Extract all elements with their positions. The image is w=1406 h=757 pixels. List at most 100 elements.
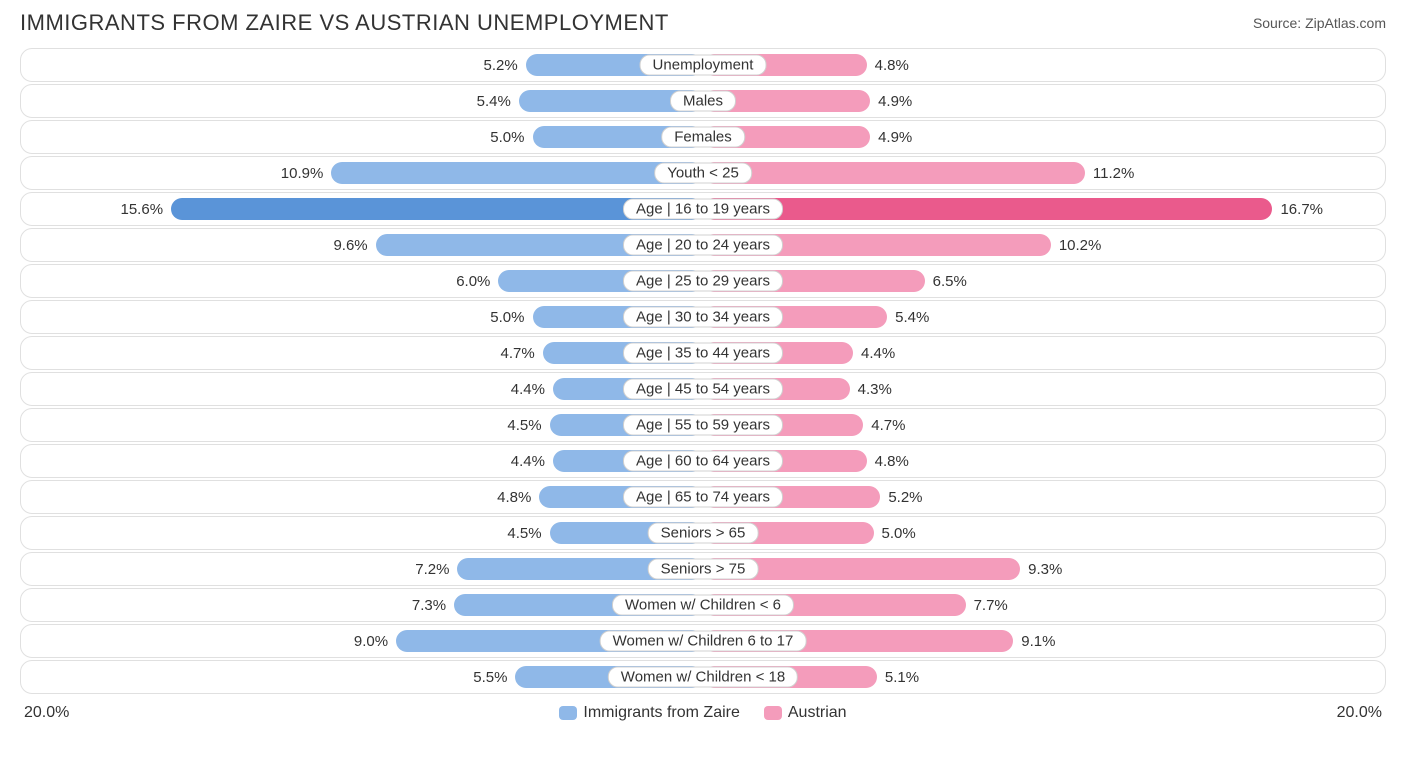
category-label: Women w/ Children 6 to 17 [600,631,807,652]
bar-right [703,198,1272,220]
bar-half-left: 7.3% [21,589,703,621]
value-right: 5.1% [877,669,927,686]
chart-row: 4.7% 4.4% Age | 35 to 44 years [20,336,1386,370]
diverging-bar-chart: 5.2%4.8%Unemployment5.4%4.9%Males5.0%4.9… [20,48,1386,694]
bar-half-left: 15.6% [21,193,703,225]
bar-half-right: 4.8% [703,49,1385,81]
bar-half-right: 4.9% [703,121,1385,153]
value-left: 4.4% [503,381,553,398]
value-left: 15.6% [113,201,172,218]
value-left: 4.5% [499,525,549,542]
value-left: 4.5% [499,417,549,434]
chart-row: 5.4% 4.9% Males [20,84,1386,118]
category-label: Seniors > 65 [648,523,759,544]
value-left: 9.0% [346,633,396,650]
category-label: Males [670,91,736,112]
category-label: Age | 30 to 34 years [623,307,783,328]
bar-half-right: 11.2% [703,157,1385,189]
chart-row: 9.6%10.2%Age | 20 to 24 years [20,228,1386,262]
chart-title: IMMIGRANTS FROM ZAIRE VS AUSTRIAN UNEMPL… [20,10,669,36]
bar-half-right: 4.4% [703,337,1385,369]
value-right: 4.3% [850,381,900,398]
bar-half-left: 5.0% [21,121,703,153]
bar-half-left: 4.4% [21,373,703,405]
value-left: 4.4% [503,453,553,470]
category-label: Age | 35 to 44 years [623,343,783,364]
bar-half-left: 4.5% [21,409,703,441]
legend: Immigrants from Zaire Austrian [559,704,846,722]
category-label: Age | 60 to 64 years [623,451,783,472]
value-left: 4.8% [489,489,539,506]
category-label: Age | 45 to 54 years [623,379,783,400]
bar-half-right: 5.0% [703,517,1385,549]
value-right: 5.4% [887,309,937,326]
bar-half-right: 5.1% [703,661,1385,693]
value-left: 5.0% [482,309,532,326]
value-right: 9.3% [1020,561,1070,578]
chart-row: 5.2%4.8%Unemployment [20,48,1386,82]
value-right: 6.5% [925,273,975,290]
bar-half-right: 4.9% [703,85,1385,117]
value-right: 4.9% [870,129,920,146]
bar-half-right: 10.2% [703,229,1385,261]
value-left: 6.0% [448,273,498,290]
category-label: Youth < 25 [654,163,752,184]
value-left: 5.5% [465,669,515,686]
chart-row: 6.0% 6.5% Age | 25 to 29 years [20,264,1386,298]
value-left: 5.4% [469,93,519,110]
bar-half-left: 5.4% [21,85,703,117]
chart-row: 15.6% 16.7% Age | 16 to 19 years [20,192,1386,226]
category-label: Age | 55 to 59 years [623,415,783,436]
bar-half-left: 7.2% [21,553,703,585]
bar-half-left: 4.7% [21,337,703,369]
value-right: 11.2% [1085,165,1142,182]
value-right: 4.9% [870,93,920,110]
bar-half-right: 4.8% [703,445,1385,477]
category-label: Seniors > 75 [648,559,759,580]
bar-half-right: 7.7% [703,589,1385,621]
value-right: 4.7% [863,417,913,434]
axis-right-max: 20.0% [1337,704,1382,722]
chart-container: IMMIGRANTS FROM ZAIRE VS AUSTRIAN UNEMPL… [0,0,1406,757]
category-label: Women w/ Children < 6 [612,595,794,616]
category-label: Females [661,127,745,148]
value-left: 10.9% [273,165,332,182]
value-right: 16.7% [1272,201,1331,218]
bar-half-left: 5.5% [21,661,703,693]
value-left: 7.3% [404,597,454,614]
chart-row: 4.4% 4.3% Age | 45 to 54 years [20,372,1386,406]
chart-row: 9.0% 9.1% Women w/ Children 6 to 17 [20,624,1386,658]
legend-label-right: Austrian [788,704,847,722]
value-right: 5.0% [874,525,924,542]
bar-half-right: 4.3% [703,373,1385,405]
value-left: 4.7% [493,345,543,362]
value-right: 4.8% [867,453,917,470]
bar-half-left: 9.6% [21,229,703,261]
bar-half-left: 5.2% [21,49,703,81]
chart-row: 4.4% 4.8% Age | 60 to 64 years [20,444,1386,478]
chart-row: 4.5% 4.7% Age | 55 to 59 years [20,408,1386,442]
legend-swatch-right [764,706,782,720]
chart-row: 10.9% 11.2% Youth < 25 [20,156,1386,190]
chart-row: 5.0% 5.4% Age | 30 to 34 years [20,300,1386,334]
bar-half-right: 5.2% [703,481,1385,513]
legend-item-left: Immigrants from Zaire [559,704,739,722]
value-right: 4.8% [867,57,917,74]
value-right: 9.1% [1013,633,1063,650]
source-attribution: Source: ZipAtlas.com [1253,15,1386,31]
bar-half-left: 4.8% [21,481,703,513]
bar-half-left: 6.0% [21,265,703,297]
category-label: Age | 65 to 74 years [623,487,783,508]
category-label: Age | 16 to 19 years [623,199,783,220]
bar-right [703,162,1085,184]
chart-footer: 20.0% Immigrants from Zaire Austrian 20.… [20,704,1386,722]
chart-row: 4.8% 5.2%Age | 65 to 74 years [20,480,1386,514]
value-left: 5.2% [475,57,525,74]
category-label: Age | 25 to 29 years [623,271,783,292]
bar-half-right: 5.4% [703,301,1385,333]
legend-item-right: Austrian [764,704,847,722]
value-right: 10.2% [1051,237,1110,254]
value-right: 4.4% [853,345,903,362]
bar-half-left: 4.4% [21,445,703,477]
legend-label-left: Immigrants from Zaire [583,704,739,722]
